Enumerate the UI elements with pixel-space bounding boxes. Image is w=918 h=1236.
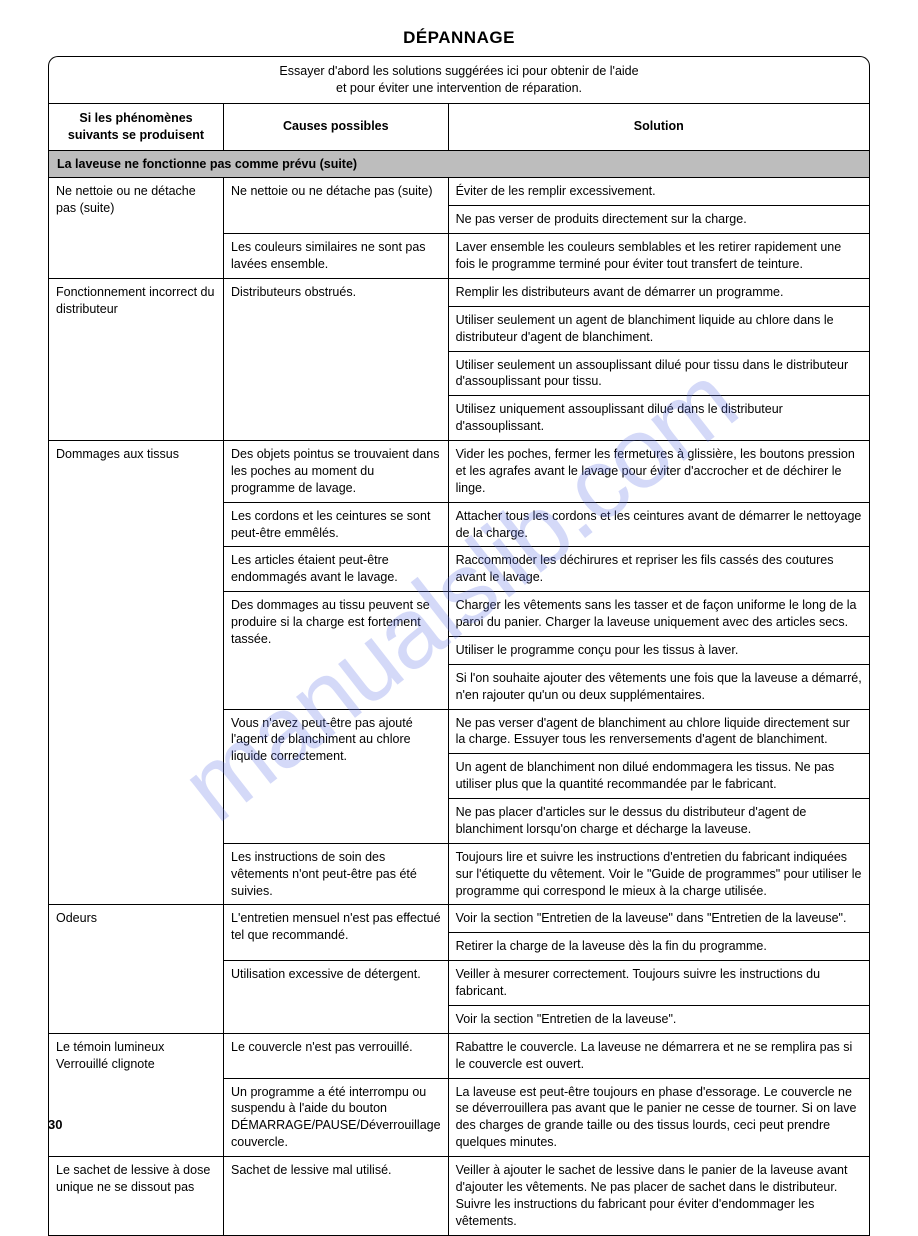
page-number: 30 (48, 1117, 62, 1132)
cell: Ne nettoie ou ne détache pas (suite) (49, 178, 224, 279)
cell: Toujours lire et suivre les instructions… (448, 843, 869, 905)
cell: Ne pas verser de produits directement su… (448, 206, 869, 234)
cell: Fonctionnement incorrect du distributeur (49, 278, 224, 440)
table-row: Fonctionnement incorrect du distributeur… (49, 278, 870, 306)
cell: L'entretien mensuel n'est pas effectué t… (224, 905, 449, 961)
cell: Voir la section "Entretien de la laveuse… (448, 905, 869, 933)
header-col1: Si les phénomènes suivants se produisent (49, 103, 224, 150)
intro-box: Essayer d'abord les solutions suggérées … (48, 56, 870, 103)
table-row: Le témoin lumineux Verrouillé clignote L… (49, 1033, 870, 1078)
cell: Ne pas placer d'articles sur le dessus d… (448, 799, 869, 844)
cell: Distributeurs obstrués. (224, 278, 449, 440)
cell: Utilisation excessive de détergent. (224, 961, 449, 1034)
page-container: DÉPANNAGE Essayer d'abord les solutions … (0, 0, 918, 1236)
header-col1-l1: Si les phénomènes (79, 111, 192, 125)
cell: Rabattre le couvercle. La laveuse ne dém… (448, 1033, 869, 1078)
cell: Dommages aux tissus (49, 441, 224, 905)
cell: Odeurs (49, 905, 224, 1033)
cell: Vider les poches, fermer les fermetures … (448, 441, 869, 503)
intro-line1: Essayer d'abord les solutions suggérées … (279, 64, 638, 78)
cell: Retirer la charge de la laveuse dès la f… (448, 933, 869, 961)
cell: Voir la section "Entretien de la laveuse… (448, 1005, 869, 1033)
cell: Ne nettoie ou ne détache pas (suite) (224, 178, 449, 234)
header-col2: Causes possibles (224, 103, 449, 150)
cell: Un agent de blanchiment non dilué endomm… (448, 754, 869, 799)
cell: Laver ensemble les couleurs semblables e… (448, 234, 869, 279)
section-row: La laveuse ne fonctionne pas comme prévu… (49, 150, 870, 178)
header-col1-l2: suivants se produisent (68, 128, 204, 142)
cell: Ne pas verser d'agent de blanchiment au … (448, 709, 869, 754)
table-row: Odeurs L'entretien mensuel n'est pas eff… (49, 905, 870, 933)
cell: Raccommoder les déchirures et repriser l… (448, 547, 869, 592)
cell: Remplir les distributeurs avant de démar… (448, 278, 869, 306)
page-title: DÉPANNAGE (48, 28, 870, 48)
troubleshooting-table: Si les phénomènes suivants se produisent… (48, 103, 870, 1236)
cell: Vous n'avez peut-être pas ajouté l'agent… (224, 709, 449, 843)
cell: Un programme a été interrompu ou suspend… (224, 1078, 449, 1157)
cell: Éviter de les remplir excessivement. (448, 178, 869, 206)
cell: Utiliser seulement un agent de blanchime… (448, 306, 869, 351)
cell: La laveuse est peut-être toujours en pha… (448, 1078, 869, 1157)
cell: Des dommages au tissu peuvent se produir… (224, 592, 449, 709)
cell: Des objets pointus se trouvaient dans le… (224, 441, 449, 503)
cell: Utiliser le programme conçu pour les tis… (448, 636, 869, 664)
cell: Utilisez uniquement assouplissant dilué … (448, 396, 869, 441)
cell: Charger les vêtements sans les tasser et… (448, 592, 869, 637)
cell: Le couvercle n'est pas verrouillé. (224, 1033, 449, 1078)
cell: Veiller à ajouter le sachet de lessive d… (448, 1157, 869, 1236)
cell: Sachet de lessive mal utilisé. (224, 1157, 449, 1236)
section-title: La laveuse ne fonctionne pas comme prévu… (49, 150, 870, 178)
intro-line2: et pour éviter une intervention de répar… (336, 81, 582, 95)
header-col3: Solution (448, 103, 869, 150)
table-row: Dommages aux tissus Des objets pointus s… (49, 441, 870, 503)
cell: Attacher tous les cordons et les ceintur… (448, 502, 869, 547)
cell: Les articles étaient peut-être endommagé… (224, 547, 449, 592)
table-row: Ne nettoie ou ne détache pas (suite) Ne … (49, 178, 870, 206)
cell: Les instructions de soin des vêtements n… (224, 843, 449, 905)
cell: Le sachet de lessive à dose unique ne se… (49, 1157, 224, 1236)
header-row: Si les phénomènes suivants se produisent… (49, 103, 870, 150)
table-row: Le sachet de lessive à dose unique ne se… (49, 1157, 870, 1236)
cell: Veiller à mesurer correctement. Toujours… (448, 961, 869, 1006)
cell: Si l'on souhaite ajouter des vêtements u… (448, 664, 869, 709)
cell: Les couleurs similaires ne sont pas lavé… (224, 234, 449, 279)
cell: Le témoin lumineux Verrouillé clignote (49, 1033, 224, 1156)
cell: Les cordons et les ceintures se sont peu… (224, 502, 449, 547)
cell: Utiliser seulement un assouplissant dilu… (448, 351, 869, 396)
